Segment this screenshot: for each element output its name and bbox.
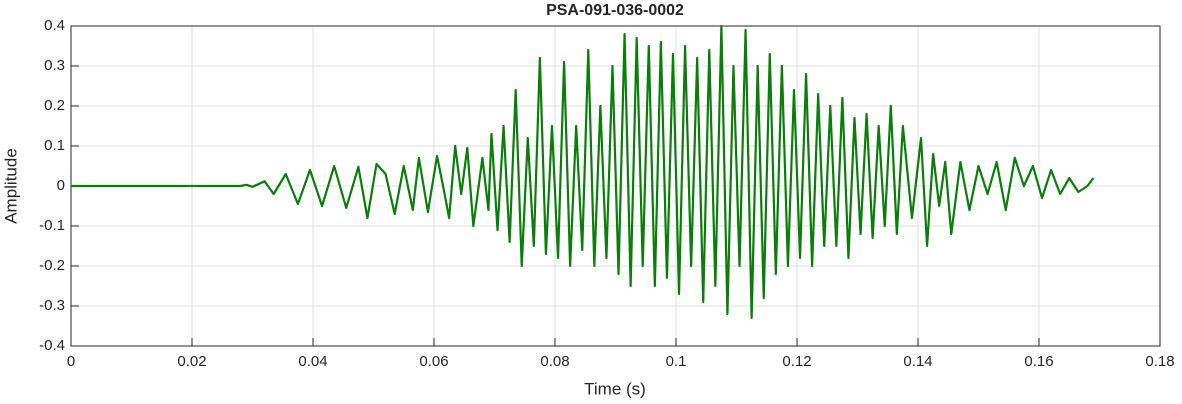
x-tick-label: 0.1 xyxy=(666,353,687,370)
x-tick-label: 0 xyxy=(67,353,75,370)
y-tick-label: -0.3 xyxy=(39,297,65,314)
x-tick-label: 0.18 xyxy=(1145,353,1174,370)
signal-line xyxy=(71,24,1095,320)
y-tick-label: 0.4 xyxy=(44,17,65,34)
x-tick-label: 0.02 xyxy=(177,353,206,370)
x-tick-label: 0.06 xyxy=(419,353,448,370)
y-tick-label: 0.3 xyxy=(44,57,65,74)
x-axis-label: Time (s) xyxy=(584,379,646,398)
y-tick-label: 0.1 xyxy=(44,137,65,154)
y-tick-label: -0.2 xyxy=(39,257,65,274)
y-tick-label: -0.4 xyxy=(39,337,65,354)
x-tick-label: 0.14 xyxy=(903,353,932,370)
y-tick-label: 0 xyxy=(57,177,65,194)
chart-title: PSA-091-036-0002 xyxy=(546,2,684,19)
x-tick-label: 0.08 xyxy=(540,353,569,370)
x-tick-label: 0.12 xyxy=(782,353,811,370)
y-tick-label: -0.1 xyxy=(39,217,65,234)
x-tick-label: 0.04 xyxy=(298,353,327,370)
y-axis-label: Amplitude xyxy=(1,148,20,224)
x-tick-label: 0.16 xyxy=(1024,353,1053,370)
y-tick-label: 0.2 xyxy=(44,97,65,114)
